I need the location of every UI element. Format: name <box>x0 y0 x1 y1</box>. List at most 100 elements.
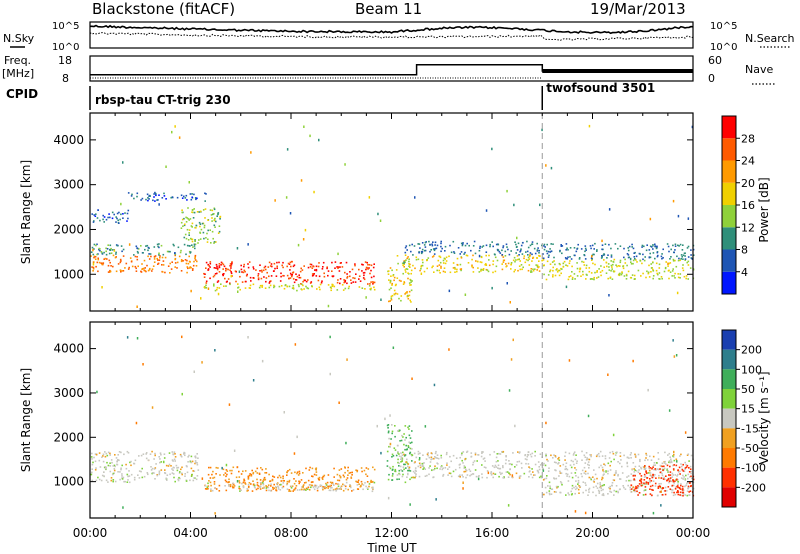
cell-5 <box>677 473 679 476</box>
cell-8 <box>512 259 515 262</box>
cell-1 <box>92 253 95 256</box>
cell-6 <box>669 474 672 476</box>
cell-4 <box>526 455 529 458</box>
cell-8 <box>465 254 468 257</box>
cell-5 <box>343 279 345 281</box>
noise-cell <box>365 296 367 299</box>
cell-0 <box>165 464 168 467</box>
cell-11 <box>681 249 684 251</box>
cell-4 <box>524 454 527 456</box>
cell-2 <box>290 485 293 488</box>
nsearch-trace <box>89 32 694 41</box>
cell-4 <box>203 226 206 229</box>
cell-4 <box>461 452 463 455</box>
cell-8 <box>517 258 519 261</box>
cell-10 <box>582 273 584 276</box>
cell-9 <box>428 240 430 243</box>
cell-10 <box>664 267 667 270</box>
cell-9 <box>526 240 528 243</box>
cell-10 <box>677 273 679 275</box>
cell-6 <box>273 284 275 287</box>
cell-6 <box>273 285 276 288</box>
cell-4 <box>534 450 536 453</box>
cell-5 <box>562 463 565 466</box>
cell-11 <box>578 258 581 260</box>
noise-cell <box>542 469 545 472</box>
cell-2 <box>276 483 278 485</box>
cell-2 <box>214 487 216 489</box>
cell-10 <box>582 261 585 263</box>
cell-0 <box>161 256 164 259</box>
cell-5 <box>363 274 365 277</box>
cell-6 <box>651 476 654 479</box>
cell-10 <box>610 260 612 262</box>
cell-5 <box>366 261 368 264</box>
noise-cell <box>188 181 190 184</box>
cell-1 <box>299 481 301 483</box>
cell-0 <box>145 453 147 455</box>
cell-10 <box>620 273 623 276</box>
cell-4 <box>505 459 507 461</box>
cell-6 <box>689 468 692 470</box>
cell-1 <box>342 489 345 492</box>
cell-3 <box>411 430 413 432</box>
cell-6 <box>237 283 239 285</box>
cell-1 <box>183 243 186 246</box>
cell-0 <box>154 255 157 257</box>
cell-1 <box>248 474 251 477</box>
cell-3 <box>165 198 167 200</box>
cell-11 <box>654 243 656 246</box>
cell-5 <box>309 282 312 284</box>
cell-1 <box>298 480 300 483</box>
cell-1 <box>167 250 170 253</box>
cell-2 <box>277 488 280 490</box>
cell-5 <box>549 485 551 487</box>
cell-4 <box>426 474 428 477</box>
cell-4 <box>183 224 186 227</box>
cell-4 <box>213 241 216 243</box>
cell-5 <box>674 493 677 496</box>
x-tick-label: 08:00 <box>274 526 309 540</box>
cell-1 <box>250 473 253 476</box>
cell-0 <box>92 266 95 269</box>
cell-6 <box>278 285 281 288</box>
cell-11 <box>546 252 549 255</box>
cell-7 <box>409 299 411 302</box>
cell-6 <box>678 466 681 469</box>
noise-cell <box>344 163 346 166</box>
cell-0 <box>103 471 105 473</box>
cell-4 <box>531 468 533 470</box>
cell-5 <box>649 472 652 474</box>
cell-3 <box>171 196 174 199</box>
cell-5 <box>278 261 280 264</box>
cell-4 <box>519 475 522 477</box>
cell-4 <box>527 453 529 456</box>
cell-8 <box>503 259 506 262</box>
cell-1 <box>260 483 262 485</box>
colorbar-tick-label: 100 <box>741 363 762 376</box>
cell-10 <box>639 260 642 262</box>
cell-4 <box>419 466 422 469</box>
cell-5 <box>331 270 333 272</box>
cell-1 <box>217 467 219 469</box>
cell-0 <box>117 263 120 265</box>
cell-11 <box>565 243 568 245</box>
cell-1 <box>252 471 255 474</box>
cell-1 <box>95 244 97 247</box>
cell-5 <box>287 262 290 265</box>
cell-0 <box>186 465 188 468</box>
cell-11 <box>626 253 629 255</box>
cell-5 <box>573 451 576 453</box>
cell-5 <box>691 477 693 480</box>
cell-9 <box>518 254 520 256</box>
cell-10 <box>679 277 681 279</box>
cell-0 <box>174 262 177 264</box>
cell-4 <box>411 454 414 456</box>
cell-2 <box>204 485 207 487</box>
cell-5 <box>575 454 577 456</box>
cell-0 <box>117 459 119 461</box>
cell-5 <box>559 481 562 483</box>
cell-6 <box>649 467 652 469</box>
cell-5 <box>631 468 634 471</box>
x-tick-label: 16:00 <box>475 526 510 540</box>
